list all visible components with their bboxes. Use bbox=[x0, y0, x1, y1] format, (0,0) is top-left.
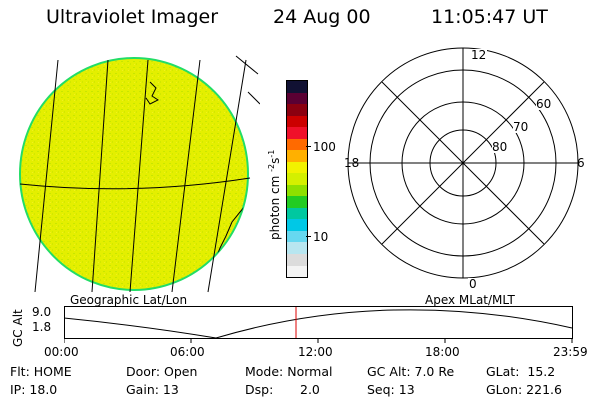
geographic-label: Geographic Lat/Lon bbox=[70, 293, 188, 307]
colorbar-swatch bbox=[287, 92, 307, 105]
colorbar-swatch bbox=[287, 230, 307, 243]
status-dsp-label: Dsp: bbox=[245, 382, 274, 397]
altitude-curve bbox=[64, 309, 573, 339]
intensity-colorbar bbox=[286, 80, 308, 278]
colorbar-swatch bbox=[287, 173, 307, 185]
status-dsp-value: 2.0 bbox=[300, 382, 320, 397]
colorbar-swatch bbox=[287, 219, 307, 231]
colorbar-tick-10 bbox=[306, 236, 311, 237]
colorbar-swatch bbox=[287, 150, 307, 162]
geographic-gridlines bbox=[19, 59, 251, 293]
mlt-label-12: 12 bbox=[470, 48, 488, 62]
polar-panel bbox=[347, 47, 579, 279]
status-flight: Flt: HOME bbox=[10, 364, 72, 379]
colorbar-swatch bbox=[287, 127, 307, 139]
mlat-label-60: 60 bbox=[536, 97, 552, 111]
status-ip: IP: 18.0 bbox=[10, 382, 58, 397]
altitude-y-bottom: 1.8 bbox=[32, 320, 52, 334]
instrument-title: Ultraviolet Imager bbox=[46, 6, 219, 28]
colorbar-swatch bbox=[287, 81, 307, 93]
geographic-panel bbox=[19, 55, 260, 293]
uv-image-disk bbox=[19, 57, 249, 291]
status-gc-alt: GC Alt: 7.0 Re bbox=[367, 364, 455, 379]
time-tick-2: 12:00 bbox=[298, 345, 333, 359]
mlat-label-80: 80 bbox=[492, 140, 508, 154]
time-tick-3: 18:00 bbox=[425, 345, 460, 359]
mlt-label-0: 0 bbox=[468, 277, 478, 291]
status-door: Door: Open bbox=[126, 364, 198, 379]
status-seq: Seq: 13 bbox=[367, 382, 415, 397]
status-mode: Mode: Normal bbox=[245, 364, 333, 379]
colorbar-swatch bbox=[287, 161, 307, 174]
altitude-y-top: 9.0 bbox=[32, 305, 52, 319]
colorbar-swatch bbox=[287, 115, 307, 128]
mlt-label-6: 6 bbox=[577, 156, 585, 170]
colorbar-swatch bbox=[287, 207, 307, 220]
altitude-axis-label: GC Alt bbox=[11, 309, 25, 347]
colorbar-swatch bbox=[287, 184, 307, 197]
colorbar-label-10: 10 bbox=[313, 230, 329, 244]
time-tick-4: 23:59 bbox=[553, 345, 588, 359]
time-tick-1: 06:00 bbox=[170, 345, 205, 359]
apex-label: Apex MLat/MLT bbox=[425, 293, 515, 307]
colorbar-swatch bbox=[287, 242, 307, 254]
status-glat: GLat: 15.2 bbox=[486, 364, 556, 379]
colorbar-swatch bbox=[287, 265, 307, 278]
colorbar-swatch bbox=[287, 253, 307, 266]
colorbar-tick-100 bbox=[306, 146, 311, 147]
mlat-label-70: 70 bbox=[513, 120, 529, 134]
time-tick-0: 00:00 bbox=[44, 345, 79, 359]
image-date: 24 Aug 00 bbox=[273, 6, 371, 28]
image-time: 11:05:47 UT bbox=[431, 6, 548, 28]
mlt-label-18: 18 bbox=[344, 156, 360, 170]
colorbar-swatch bbox=[287, 138, 307, 151]
colorbar-swatch bbox=[287, 196, 307, 208]
status-glon: GLon: 221.6 bbox=[486, 382, 562, 397]
colorbar-unit-label: photon cm -2s-1 bbox=[267, 149, 282, 240]
colorbar-swatch bbox=[287, 104, 307, 116]
status-gain: Gain: 13 bbox=[126, 382, 179, 397]
altitude-strip-plot bbox=[64, 306, 573, 343]
colorbar-label-100: 100 bbox=[313, 140, 336, 154]
